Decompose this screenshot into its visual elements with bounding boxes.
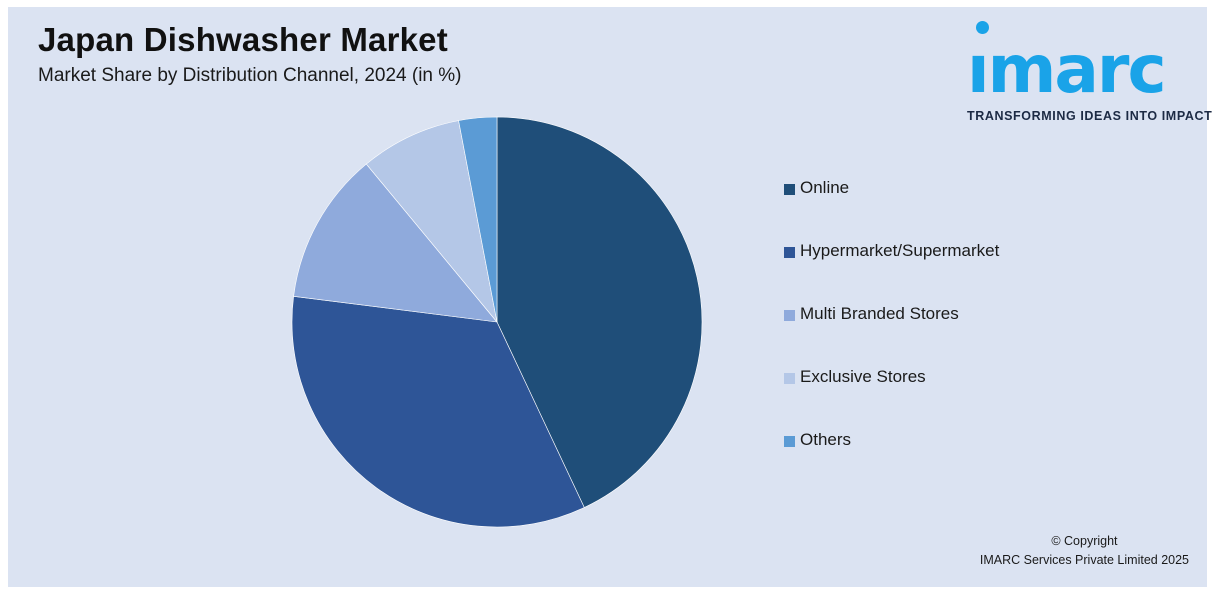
legend-swatch bbox=[784, 247, 795, 258]
legend-item: Multi Branded Stores bbox=[784, 304, 999, 367]
legend-label: Exclusive Stores bbox=[800, 367, 926, 386]
logo-dot bbox=[976, 21, 989, 34]
pie-chart bbox=[291, 116, 703, 528]
pie-slice-online bbox=[496, 116, 703, 508]
legend-item: Hypermarket/Supermarket bbox=[784, 241, 999, 304]
pie-slice-others bbox=[458, 116, 498, 323]
logo-tagline: TRANSFORMING IDEAS INTO IMPACT bbox=[967, 109, 1213, 123]
legend-item: Online bbox=[784, 178, 999, 241]
legend-swatch bbox=[784, 436, 795, 447]
copyright-line-2: IMARC Services Private Limited 2025 bbox=[979, 553, 1189, 567]
legend-swatch bbox=[784, 184, 795, 195]
legend-label: Online bbox=[800, 178, 850, 197]
legend-label: Others bbox=[800, 430, 852, 449]
pie-slice-exclusive-stores bbox=[365, 120, 498, 323]
legend-swatch bbox=[784, 373, 795, 384]
chart-card: Japan Dishwasher Market Market Share by … bbox=[8, 7, 1212, 587]
legend-label: Multi Branded Stores bbox=[800, 304, 959, 323]
pie-slice-hypermarket-supermarket bbox=[291, 295, 585, 528]
legend-swatch bbox=[784, 310, 795, 321]
legend-item: Exclusive Stores bbox=[784, 367, 999, 430]
chart-legend: Online Hypermarket/Supermarket Multi Brand… bbox=[784, 178, 999, 493]
copyright-block: © Copyright IMARC Services Private Limit… bbox=[980, 532, 1189, 570]
legend-item: Others bbox=[784, 430, 999, 493]
imarc-logo: ımarc TRANSFORMING IDEAS INTO IMPACT bbox=[963, 17, 1212, 125]
pie-slice-multi-branded-stores bbox=[293, 163, 498, 323]
chart-subtitle: Market Share by Distribution Channel, 20… bbox=[38, 65, 462, 86]
chart-title: Japan Dishwasher Market bbox=[38, 21, 448, 58]
copyright-line-1: © Copyright bbox=[1051, 534, 1118, 548]
logo-wordmark: ımarc bbox=[967, 31, 1167, 108]
legend-label: Hypermarket/Supermarket bbox=[800, 241, 1000, 260]
